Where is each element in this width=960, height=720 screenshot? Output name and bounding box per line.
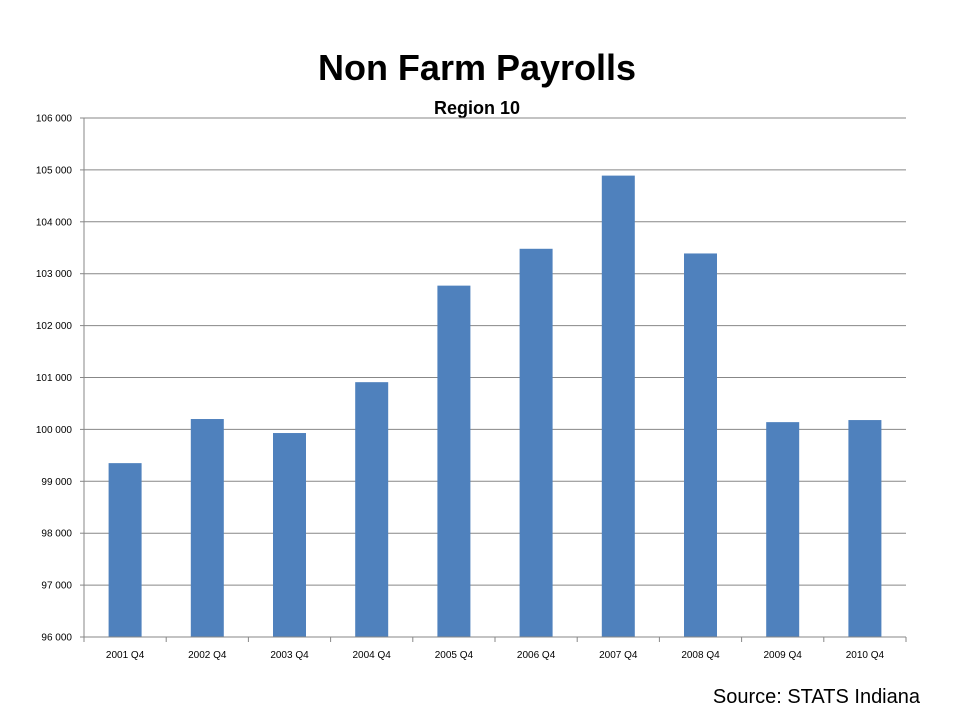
chart-title: Non Farm Payrolls <box>318 47 636 88</box>
bar-2004-q4 <box>355 382 389 637</box>
y-tick-label: 102 000 <box>36 321 73 332</box>
y-tick-label: 100 000 <box>36 425 73 436</box>
bar-2002-q4 <box>190 419 224 637</box>
y-tick-label: 105 000 <box>36 165 73 176</box>
x-tick-label: 2008 Q4 <box>681 650 720 661</box>
y-axis-ticks: 96 000 97 000 98 000 99 000 100 000 101 000 10… <box>36 114 84 644</box>
y-tick-label: 104 000 <box>36 217 73 228</box>
bar-2005-q4 <box>437 285 471 637</box>
y-tick-label: 103 000 <box>36 269 73 280</box>
y-tick-label: 106 000 <box>36 114 73 125</box>
bar-2010-q4 <box>848 420 882 637</box>
bar-2003-q4 <box>273 433 306 637</box>
bar-2006-q4 <box>519 248 553 637</box>
y-tick-label: 97 000 <box>41 581 72 592</box>
x-tick-label: 2005 Q4 <box>435 650 474 661</box>
y-tick-label: 98 000 <box>41 529 72 540</box>
bar-2007-q4 <box>601 175 635 637</box>
y-tick-label: 101 000 <box>36 373 73 384</box>
source-note: Source: STATS Indiana <box>712 686 920 708</box>
x-tick-label: 2007 Q4 <box>599 650 638 661</box>
bar-2008-q4 <box>684 253 717 638</box>
x-tick-label: 2002 Q4 <box>188 650 227 661</box>
x-tick-label: 2010 Q4 <box>846 650 885 661</box>
bar-2009-q4 <box>766 422 800 637</box>
x-axis-ticks: 2001 Q4 2002 Q4 2003 Q4 2004 Q4 2005 Q4 2006 … <box>106 637 907 661</box>
axes <box>83 118 906 642</box>
x-tick-label: 2003 Q4 <box>270 650 309 661</box>
x-tick-label: 2004 Q4 <box>353 650 392 661</box>
bar-2001-q4 <box>108 463 142 637</box>
x-tick-label: 2009 Q4 <box>764 650 803 661</box>
y-tick-label: 99 000 <box>41 477 72 488</box>
y-tick-label: 96 000 <box>41 633 72 644</box>
x-tick-label: 2006 Q4 <box>517 650 556 661</box>
x-tick-label: 2001 Q4 <box>106 650 145 661</box>
bars <box>108 175 882 638</box>
chart-subtitle: Region 10 <box>434 98 520 118</box>
